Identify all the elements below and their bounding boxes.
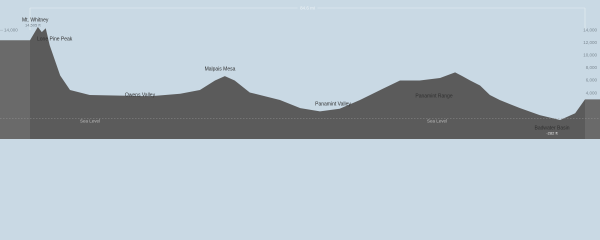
y2-tick-label: 6,000 (586, 78, 598, 83)
y2-tick-label: 8,000 (586, 65, 598, 70)
annotation: Panamint Range (415, 93, 452, 99)
chart: 84.6 mi14,00014,00012,00012,00010,00010,… (0, 5, 600, 139)
annotation-sub: 14,505 ft (25, 23, 41, 28)
elevation-area (30, 27, 585, 139)
sea-level-label: Sea Level (427, 118, 447, 123)
right-ground (585, 99, 600, 139)
annotation: Lone Pine Peak (37, 36, 73, 42)
annotation: Owens Valley (125, 92, 156, 98)
distance-label: 84.6 mi (300, 5, 315, 10)
sea-level-label: Sea Level (80, 118, 100, 123)
annotation: Malpais Mesa (205, 66, 236, 72)
annotation: Badwater Basin (534, 125, 569, 131)
page: {"chart_data": {"type": "area", "distanc… (0, 5, 600, 139)
annotation: Panamint Valley (315, 101, 351, 107)
y-tick-label: 14,000 (4, 27, 18, 32)
y2-tick-label: 12,000 (583, 40, 597, 45)
y2-tick-label: 4,000 (586, 90, 598, 95)
left-ground (0, 40, 30, 139)
distance-label-bg (297, 5, 318, 11)
annotation: Mt. Whitney (22, 17, 49, 23)
y2-tick-label: 14,000 (583, 27, 597, 32)
y2-tick-label: 10,000 (583, 53, 597, 58)
annotation-sub: -282 ft (546, 131, 558, 136)
